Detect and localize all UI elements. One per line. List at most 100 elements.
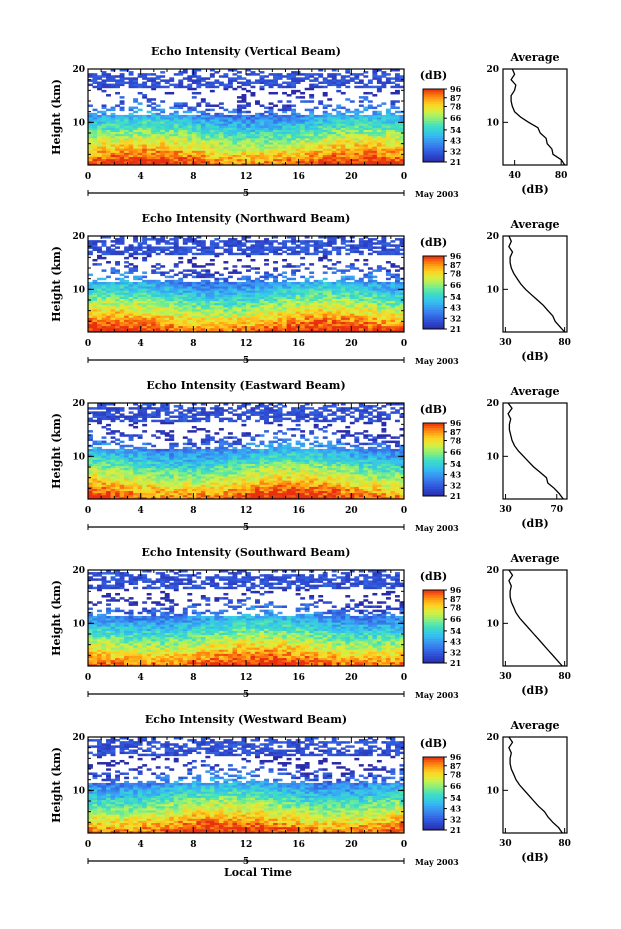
heatmap-cell (246, 240, 251, 243)
heatmap-cell (173, 288, 179, 291)
heatmap-cell (349, 267, 355, 270)
heatmap-cell (372, 142, 378, 145)
heatmap-cell (313, 302, 319, 306)
heatmap-cell (200, 160, 206, 164)
heatmap-cell (142, 271, 148, 274)
heatmap-cell (160, 85, 166, 89)
heatmap-cell (173, 292, 179, 295)
heatmap-cell (110, 135, 116, 139)
heatmap-cell (142, 158, 148, 162)
heatmap-cell (367, 119, 373, 122)
heatmap-cell (327, 75, 333, 78)
heatmap-cell (106, 286, 111, 289)
heatmap-cell (205, 329, 211, 333)
colorbar-segment (423, 140, 444, 143)
heatmap-cell (399, 133, 405, 137)
heatmap-cell (128, 79, 134, 82)
heatmap-cell (268, 294, 274, 297)
heatmap-cell (318, 114, 324, 118)
heatmap-cell (259, 250, 265, 254)
heatmap-cell (164, 137, 170, 141)
heatmap-cell (97, 154, 102, 158)
heatmap-cell (119, 294, 125, 297)
heatmap-cell (232, 156, 238, 160)
heatmap-cell (358, 294, 364, 297)
heatmap-cell (218, 131, 224, 135)
heatmap-cell (164, 150, 170, 153)
y-tick-label: 20 (72, 65, 85, 75)
heatmap-cell (372, 139, 378, 143)
heatmap-cell (155, 296, 161, 300)
heatmap-cell (372, 110, 378, 114)
heatmap-cell (128, 254, 134, 258)
heatmap-cell (178, 256, 184, 260)
heatmap-cell (300, 496, 306, 500)
heatmap-cell (214, 286, 220, 289)
heatmap-cell (282, 148, 288, 151)
heatmap-cell (264, 152, 269, 155)
heatmap-cell (182, 309, 188, 312)
heatmap-cell (259, 152, 265, 155)
heatmap-cell (173, 139, 179, 143)
heatmap-cell (255, 252, 260, 256)
heatmap-cell (101, 298, 107, 302)
heatmap-cell (227, 125, 233, 128)
heatmap-cell (358, 252, 364, 256)
heatmap-cell (363, 135, 369, 139)
heatmap-cell (327, 294, 333, 297)
heatmap-cell (282, 137, 288, 141)
heatmap-cell (187, 146, 193, 149)
heatmap-cell (385, 121, 391, 124)
heatmap-cell (196, 125, 202, 128)
heatmap-cell (259, 77, 265, 80)
heatmap-cell (236, 148, 242, 151)
heatmap-cell (187, 144, 193, 147)
heatmap-cell (205, 325, 211, 329)
heatmap-cell (205, 269, 211, 272)
heatmap-cell (101, 296, 107, 300)
heatmap-cell (137, 102, 143, 105)
heatmap-cell (268, 302, 274, 306)
heatmap-cell (381, 286, 387, 289)
heatmap-cell (313, 288, 319, 291)
heatmap-cell (223, 302, 229, 306)
heatmap-cell (214, 154, 220, 158)
heatmap-cell (97, 329, 102, 333)
heatmap-cell (327, 267, 333, 270)
heatmap-cell (268, 273, 274, 277)
heatmap-cell (133, 77, 139, 80)
heatmap-cell (200, 273, 206, 277)
heatmap-cell (282, 319, 288, 322)
heatmap-cell (291, 71, 297, 74)
heatmap-cell (336, 306, 342, 310)
heatmap-cell (340, 304, 346, 308)
heatmap-cell (363, 240, 369, 243)
heatmap-cell (286, 284, 292, 287)
heatmap-cell (277, 302, 283, 306)
heatmap-cell (151, 288, 157, 291)
heatmap-cell (309, 306, 315, 310)
heatmap-cell (146, 254, 152, 258)
heatmap-cell (282, 131, 288, 135)
heatmap-cell (200, 142, 206, 145)
heatmap-cell (124, 127, 130, 130)
heatmap-cell (300, 79, 306, 82)
heatmap-cell (214, 156, 220, 160)
heatmap-cell (200, 98, 206, 101)
heatmap-cell (295, 244, 301, 247)
heatmap-cell (381, 496, 387, 500)
heatmap-cell (304, 158, 310, 162)
heatmap-cell (205, 117, 211, 120)
heatmap-cell (399, 284, 405, 287)
heatmap-cell (318, 162, 324, 166)
heatmap-cell (399, 129, 405, 133)
heatmap-cell (182, 77, 188, 80)
heatmap-cell (273, 306, 278, 310)
heatmap-cell (390, 302, 396, 306)
heatmap-cell (273, 269, 278, 272)
heatmap-cell (354, 112, 360, 116)
heatmap-cell (236, 112, 242, 116)
heatmap-cell (264, 319, 269, 322)
heatmap-cell (142, 119, 148, 122)
date-label: May 2003 (415, 356, 459, 366)
